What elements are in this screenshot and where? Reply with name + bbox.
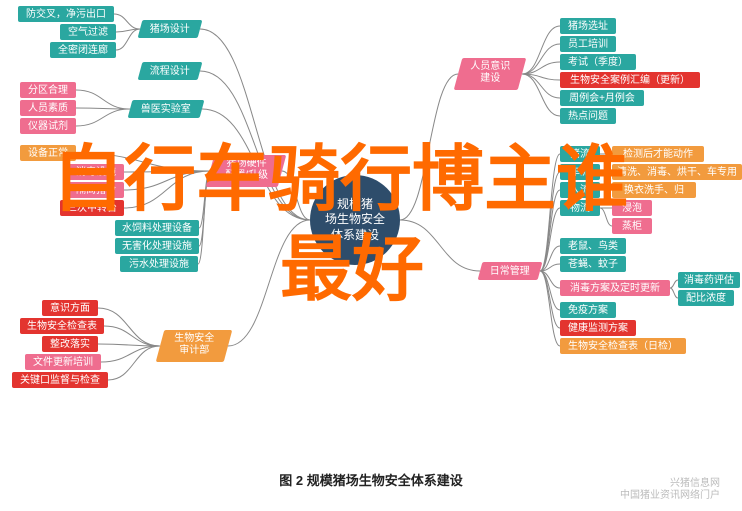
mindmap-node: 整改落实 [42, 336, 98, 352]
mindmap-node: 生物安全检查表 [20, 318, 104, 334]
mindmap-node: 兽医实验室 [128, 100, 205, 118]
mindmap-node: 隔离猪舍 [68, 182, 124, 198]
mindmap-node: 员工培训 [560, 36, 616, 52]
mindmap-node: 关键口监督与检查 [12, 372, 108, 388]
mindmap-node: 空气过滤 [60, 24, 116, 40]
mindmap-node: 浸泡 [612, 200, 652, 216]
mindmap-node: 猪场选址 [560, 18, 616, 34]
mindmap-node: 日常管理 [478, 262, 543, 280]
mindmap-node: 苍蝇、蚊子 [560, 256, 626, 272]
mindmap-node: 人员素质 [20, 100, 76, 116]
mindmap-node: 猪场硬件配置/升级 [206, 155, 287, 187]
watermark-line-1: 兴猪信息网 [620, 478, 720, 490]
mindmap-node: 热点问题 [560, 108, 616, 124]
mindmap-node: 消毒设施 [68, 164, 124, 180]
mindmap-node: 人员意识建设 [454, 58, 527, 90]
mindmap-node: 老鼠、鸟类 [560, 238, 626, 254]
mindmap-node: 猪流 [560, 146, 600, 162]
mindmap-node: 配比浓度 [678, 290, 734, 306]
mindmap-node: 消毒药评估 [678, 272, 740, 288]
watermark-line-2: 中国猪业资讯网络门户 [620, 490, 720, 502]
mindmap-node: 换衣洗手、归 [612, 182, 696, 198]
central-label: 规模猪场生物安全体系建设 [325, 197, 385, 244]
mindmap-node: 生物安全检查表（日检） [560, 338, 686, 354]
mindmap-node: 仪器试剂 [20, 118, 76, 134]
mindmap-node: 三次中转台 [60, 200, 124, 216]
mindmap-node: 物流 [560, 200, 600, 216]
mindmap-node: 生物安全审计部 [156, 330, 233, 362]
mindmap-node: 周例会+月例会 [560, 90, 644, 106]
mindmap-node: 水饲料处理设备 [115, 220, 199, 236]
mindmap-node: 检测后才能动作 [612, 146, 704, 162]
mindmap-node: 消毒方案及定时更新 [560, 280, 670, 296]
mindmap-node: 生物安全案例汇编（更新） [560, 72, 700, 88]
mindmap-node: 全密闭连廊 [50, 42, 116, 58]
mindmap-node: 无害化处理设施 [115, 238, 199, 254]
central-node: 规模猪场生物安全体系建设 [310, 175, 400, 265]
mindmap-node: 健康监测方案 [560, 320, 636, 336]
mindmap-node: 污水处理设施 [120, 256, 198, 272]
mindmap-node: 防交叉，净污出口 [18, 6, 114, 22]
mindmap-node: 分区合理 [20, 82, 76, 98]
mindmap-node: 文件更新培训 [25, 354, 101, 370]
mindmap-node: 免疫方案 [560, 302, 616, 318]
mindmap-node: 设备正常 [20, 145, 76, 161]
mindmap-node: 蒸柜 [612, 218, 652, 234]
mindmap-node: 清洗、消毒、烘干、车专用 [612, 164, 742, 180]
mindmap-node: 人流 [560, 182, 600, 198]
mindmap-node: 猪场设计 [138, 20, 203, 38]
mindmap-node: 考试（季度） [560, 54, 636, 70]
mindmap-node: 流程设计 [138, 62, 203, 80]
watermark: 兴猪信息网 中国猪业资讯网络门户 [620, 478, 720, 502]
mindmap-node: 车流 [560, 164, 600, 180]
diagram-canvas: 规模猪场生物安全体系建设 猪场设计 防交叉，净污出口空气过滤全密闭连廊流程设计兽医… [0, 0, 742, 511]
mindmap-node: 意识方面 [42, 300, 98, 316]
